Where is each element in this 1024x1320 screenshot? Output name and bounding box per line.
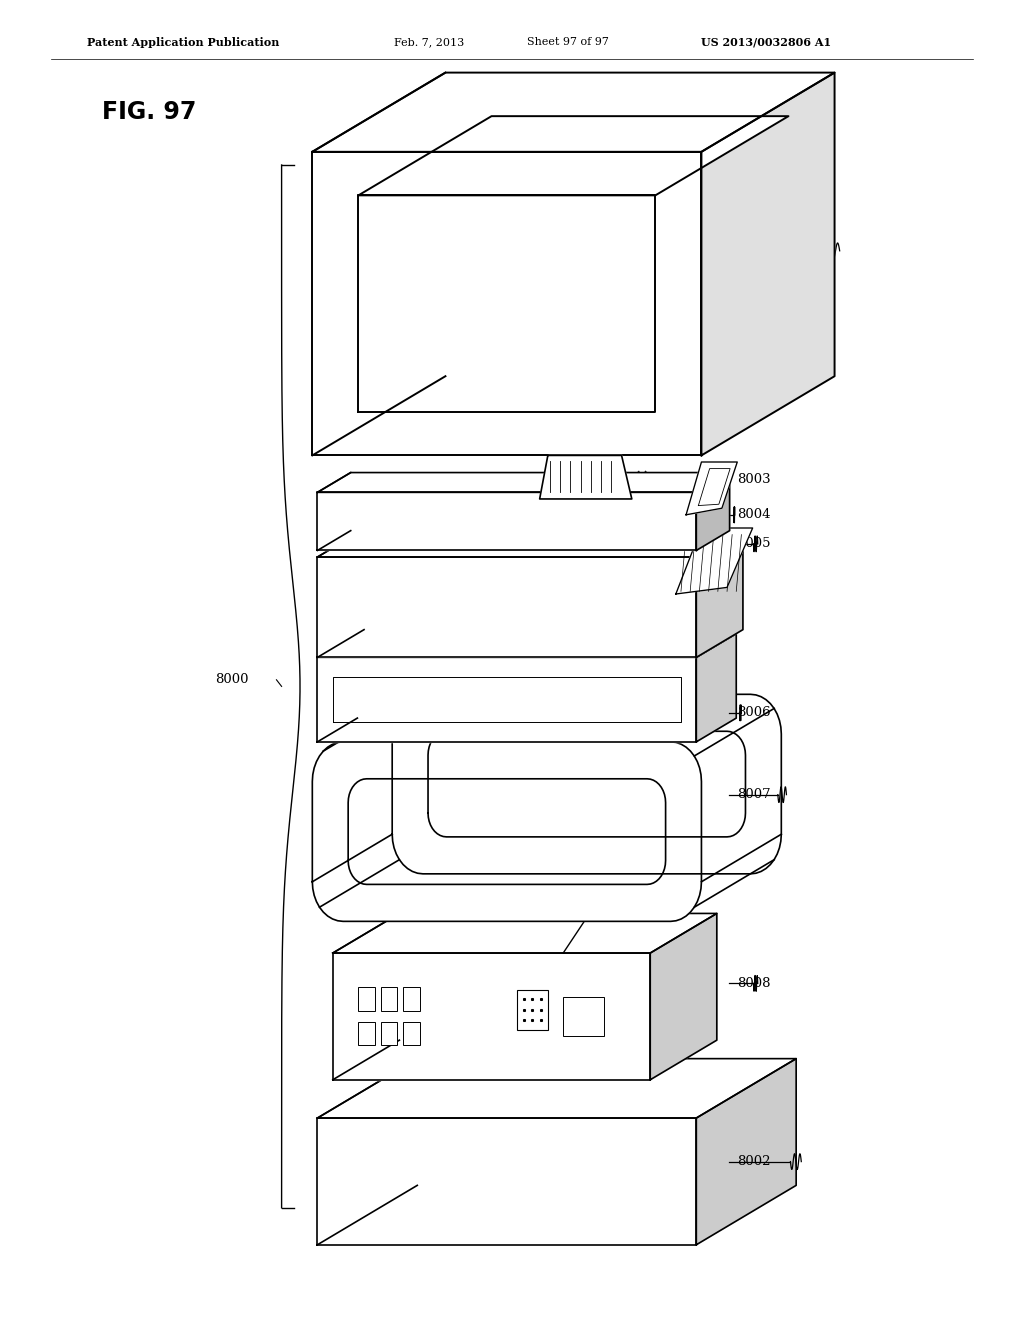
- Polygon shape: [392, 694, 781, 874]
- Text: Patent Application Publication: Patent Application Publication: [87, 37, 280, 48]
- Polygon shape: [358, 116, 788, 195]
- Text: 8007: 8007: [737, 788, 771, 801]
- Text: 8006: 8006: [737, 706, 771, 719]
- Text: 8002: 8002: [737, 1155, 771, 1168]
- Text: FIG. 97: FIG. 97: [102, 100, 197, 124]
- Polygon shape: [333, 953, 650, 1080]
- Polygon shape: [686, 462, 737, 515]
- Polygon shape: [696, 1059, 797, 1245]
- Text: 8003: 8003: [737, 473, 771, 486]
- Polygon shape: [317, 529, 742, 557]
- Polygon shape: [333, 913, 717, 953]
- Text: 8008: 8008: [737, 977, 771, 990]
- Text: 8005: 8005: [737, 537, 771, 550]
- Polygon shape: [312, 73, 835, 152]
- Bar: [381, 987, 397, 1011]
- Polygon shape: [358, 195, 655, 412]
- Bar: [358, 987, 375, 1011]
- Text: US 2013/0032806 A1: US 2013/0032806 A1: [701, 37, 831, 48]
- Bar: [517, 990, 548, 1030]
- Polygon shape: [317, 1059, 797, 1118]
- Bar: [403, 987, 420, 1011]
- Polygon shape: [696, 473, 729, 550]
- Polygon shape: [701, 73, 835, 455]
- Polygon shape: [317, 557, 696, 657]
- Polygon shape: [317, 492, 696, 550]
- Text: 8001: 8001: [737, 244, 771, 257]
- Text: 8004: 8004: [737, 508, 771, 521]
- Bar: [563, 997, 604, 1036]
- Text: Feb. 7, 2013: Feb. 7, 2013: [394, 37, 465, 48]
- Bar: [358, 1022, 375, 1045]
- Bar: [403, 1022, 420, 1045]
- Polygon shape: [540, 455, 632, 499]
- Polygon shape: [312, 742, 701, 921]
- Text: Sheet 97 of 97: Sheet 97 of 97: [527, 37, 609, 48]
- Polygon shape: [428, 731, 745, 837]
- Text: 8000: 8000: [215, 673, 249, 686]
- Polygon shape: [317, 634, 736, 657]
- Polygon shape: [650, 913, 717, 1080]
- Polygon shape: [676, 528, 753, 594]
- Polygon shape: [312, 152, 701, 455]
- Bar: [381, 1022, 397, 1045]
- Polygon shape: [317, 473, 729, 492]
- Polygon shape: [348, 779, 666, 884]
- Polygon shape: [696, 529, 742, 657]
- Polygon shape: [317, 657, 696, 742]
- Polygon shape: [696, 634, 736, 742]
- Polygon shape: [317, 1118, 696, 1245]
